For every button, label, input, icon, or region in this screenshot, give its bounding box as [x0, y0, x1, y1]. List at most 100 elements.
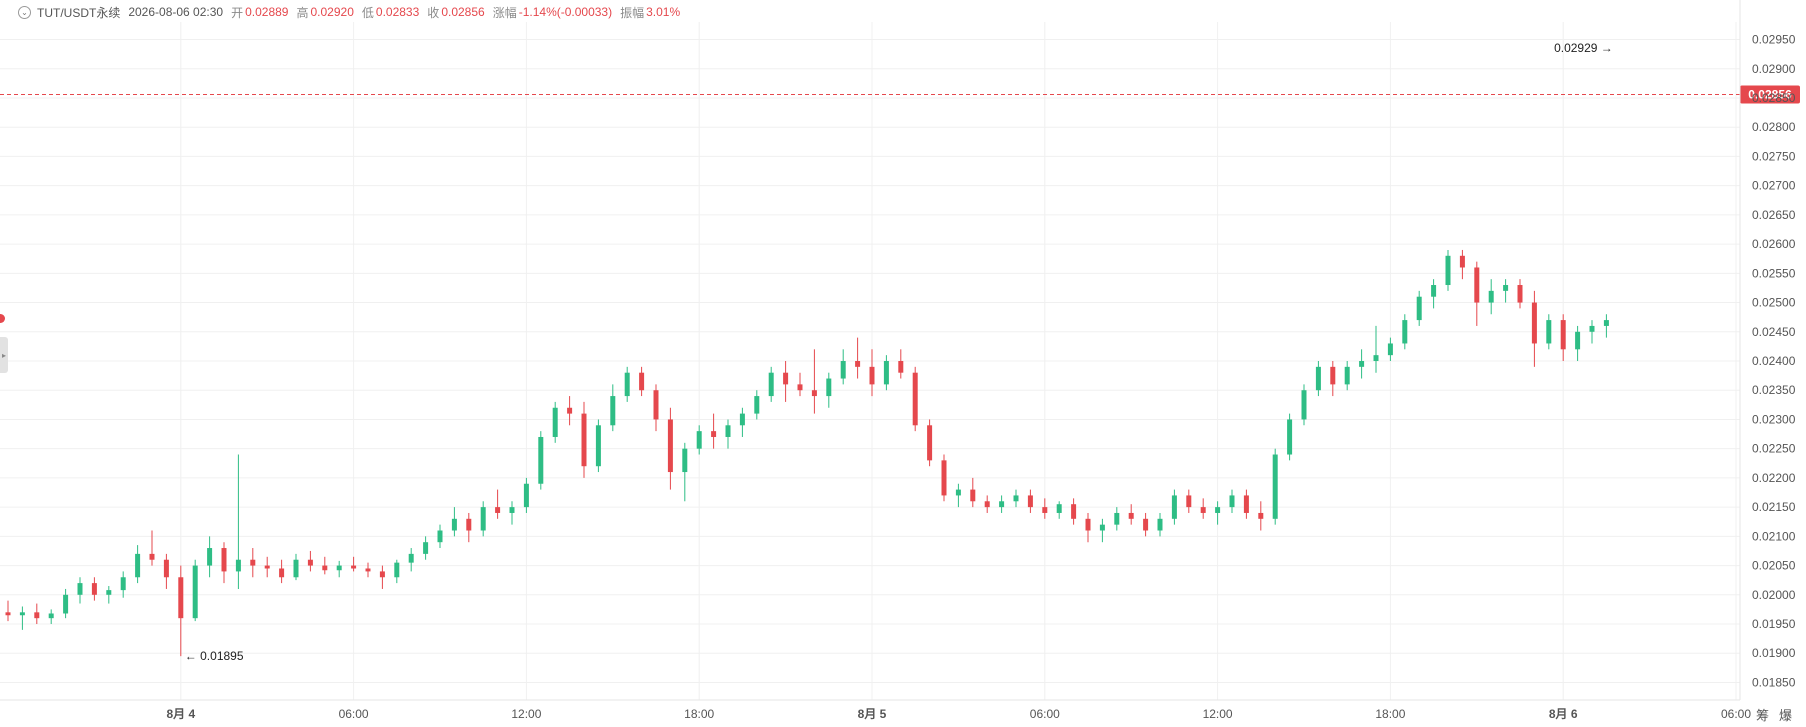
candle — [509, 501, 515, 525]
candle — [1560, 314, 1566, 361]
candle — [667, 407, 673, 490]
candle — [941, 454, 947, 502]
candle — [5, 600, 11, 622]
candle-body — [135, 553, 141, 578]
candle — [451, 507, 457, 537]
y-tick-label: 0.02850 — [1752, 91, 1796, 105]
candle — [106, 586, 112, 604]
candle — [1027, 489, 1033, 513]
candle-body — [1431, 285, 1437, 297]
ohlc-info-bar: ⌄ TUT/USDT永续 2026-08-06 02:30 开 0.02889 … — [18, 3, 688, 21]
alert-dot-icon — [0, 314, 5, 323]
candle-body — [1157, 518, 1163, 531]
x-tick-label: 18:00 — [684, 707, 714, 721]
x-tick-label: 06:00 — [1721, 707, 1751, 721]
candle-body — [365, 568, 371, 572]
candle-body — [696, 431, 702, 449]
candle-body — [5, 612, 11, 616]
candle-body — [1143, 518, 1149, 531]
chevron-right-icon: ▸ — [1, 350, 6, 360]
candle-body — [379, 571, 385, 578]
candle-body — [912, 372, 918, 426]
price-axis[interactable]: 0.01850 0.01900 0.01950 0.02000 0.02050 0.021… — [1739, 0, 1796, 700]
candle — [610, 384, 616, 432]
candle-body — [567, 407, 573, 414]
candle — [1056, 501, 1062, 519]
candle-body — [394, 562, 400, 578]
candle-body — [1474, 267, 1480, 303]
candle-body — [1459, 255, 1465, 268]
candle-body — [279, 568, 285, 578]
candle — [912, 366, 918, 432]
low-label: 低 — [361, 5, 374, 20]
candle — [984, 495, 990, 513]
candle — [1301, 384, 1307, 426]
candle — [797, 372, 803, 397]
low-marker-label: ← 0.01895 — [185, 649, 244, 663]
candle — [1200, 498, 1206, 519]
candle — [1258, 501, 1264, 531]
candle-body — [639, 372, 645, 391]
candle-body — [178, 577, 184, 619]
candle-body — [581, 413, 587, 467]
candles — [5, 249, 1609, 657]
candle-body — [423, 542, 429, 554]
candle — [970, 477, 976, 508]
candle — [394, 559, 400, 584]
candle-body — [1013, 495, 1019, 502]
candle-body — [1200, 507, 1206, 513]
open-label: 开 — [231, 5, 244, 20]
candle-body — [221, 548, 227, 572]
chevron-down-icon[interactable]: ⌄ — [18, 5, 31, 19]
candle — [1042, 498, 1048, 519]
candle-body — [1589, 325, 1595, 332]
y-tick-label: 0.02900 — [1752, 62, 1796, 76]
candle — [1330, 361, 1336, 397]
candle-body — [293, 559, 299, 578]
y-tick-label: 0.02550 — [1752, 266, 1796, 280]
candle — [855, 337, 861, 379]
amplitude-label: 振幅 — [620, 5, 645, 20]
candle — [1546, 314, 1552, 350]
candle-body — [1186, 495, 1192, 508]
candle — [1387, 337, 1393, 361]
candle-body — [1517, 285, 1523, 303]
y-tick-label: 0.02050 — [1752, 559, 1796, 573]
candle — [682, 442, 688, 502]
candle — [307, 550, 313, 572]
candle — [1359, 349, 1365, 379]
candle — [1013, 489, 1019, 508]
candle — [783, 361, 789, 402]
candle — [365, 562, 371, 578]
last-price-tag[interactable] — [1740, 85, 1800, 104]
candle-body — [1445, 255, 1451, 286]
symbol-name[interactable]: TUT/USDT永续 — [37, 5, 121, 20]
panel-expand-handle[interactable]: ▸ — [0, 337, 8, 373]
chip-distribution-button[interactable]: 筹 — [1755, 708, 1769, 723]
y-tick-label: 0.02250 — [1752, 442, 1796, 456]
liquidation-button[interactable]: 爆 — [1778, 708, 1792, 723]
candle — [869, 349, 875, 397]
candle-body — [711, 431, 717, 437]
candle-body — [1243, 495, 1249, 513]
candle-body — [351, 565, 357, 569]
candle — [163, 553, 169, 589]
candle — [235, 454, 241, 589]
open-value: 0.02889 — [245, 5, 289, 19]
y-tick-label: 0.02450 — [1752, 325, 1796, 339]
close-label: 收 — [427, 5, 440, 20]
candle — [1171, 489, 1177, 525]
candle-body — [163, 559, 169, 578]
candle-body — [509, 507, 515, 513]
candle — [653, 384, 659, 432]
y-tick-label: 0.02500 — [1752, 296, 1796, 310]
candle — [437, 524, 443, 549]
candle-body — [1387, 343, 1393, 356]
candle-body — [1402, 320, 1408, 344]
x-tick-label: 8月 4 — [166, 707, 195, 721]
time-axis[interactable]: 8月 4 06:00 12:00 18:00 8月 5 06:00 12:00 18:00 8月… — [0, 699, 1806, 721]
change-value: -1.14%(-0.00033) — [518, 5, 613, 19]
change-label: 涨幅 — [492, 5, 517, 20]
